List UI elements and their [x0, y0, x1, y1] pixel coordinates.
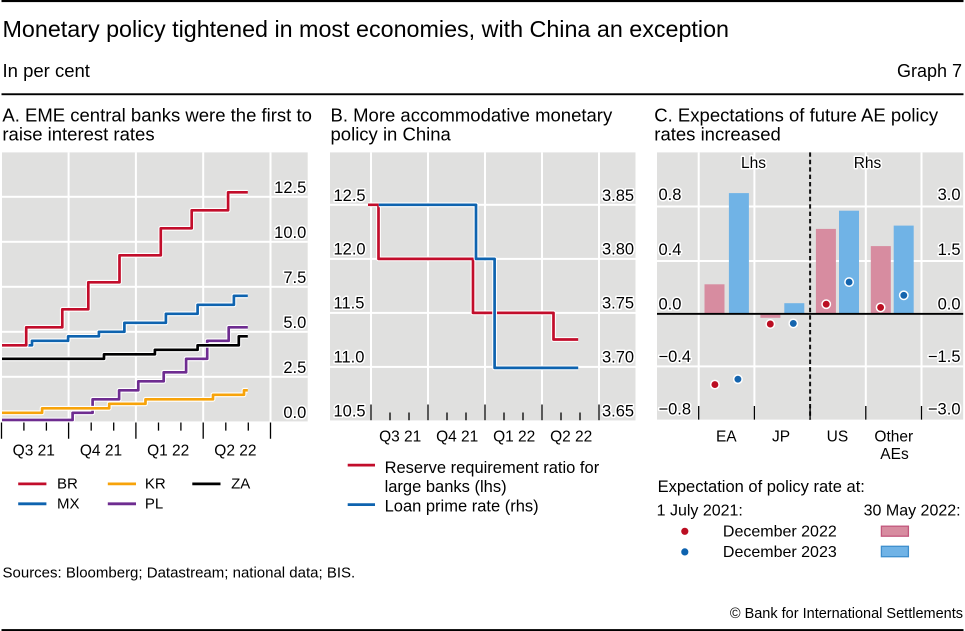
svg-text:30 May 2022:: 30 May 2022:: [864, 502, 961, 519]
svg-text:Sources: Bloomberg; Datastream: Sources: Bloomberg; Datastream; national…: [3, 565, 356, 582]
svg-text:December 2023: December 2023: [723, 544, 837, 561]
svg-text:December 2022: December 2022: [723, 524, 837, 541]
svg-text:10.5: 10.5: [334, 403, 366, 421]
svg-text:Expectation of policy rate at:: Expectation of policy rate at:: [658, 478, 865, 496]
svg-text:Q4 21: Q4 21: [80, 442, 122, 459]
svg-text:12.5: 12.5: [274, 179, 306, 197]
svg-text:0.0: 0.0: [938, 295, 961, 313]
svg-text:−0.8: −0.8: [659, 400, 692, 418]
svg-text:AEs: AEs: [880, 446, 909, 463]
svg-text:Q1 22: Q1 22: [147, 442, 189, 459]
svg-text:2.5: 2.5: [283, 359, 306, 377]
svg-text:Other: Other: [874, 429, 913, 446]
svg-text:US: US: [827, 429, 849, 446]
svg-text:0.0: 0.0: [659, 295, 682, 313]
svg-text:rates increased: rates increased: [654, 123, 780, 144]
svg-text:1 July 2021:: 1 July 2021:: [657, 502, 743, 519]
svg-text:BR: BR: [57, 476, 78, 493]
svg-text:10.0: 10.0: [274, 224, 306, 242]
svg-text:© Bank for International Settl: © Bank for International Settlements: [730, 606, 963, 622]
svg-text:Lhs: Lhs: [741, 155, 766, 172]
svg-text:−3.0: −3.0: [928, 400, 961, 418]
svg-text:Q3 21: Q3 21: [13, 442, 55, 459]
svg-text:Q4 21: Q4 21: [436, 428, 478, 445]
svg-text:EA: EA: [716, 429, 737, 446]
svg-text:Loan prime rate (rhs): Loan prime rate (rhs): [385, 498, 539, 516]
svg-text:Rhs: Rhs: [854, 155, 882, 172]
svg-text:12.5: 12.5: [334, 187, 366, 205]
svg-text:PL: PL: [145, 496, 163, 513]
svg-text:0.0: 0.0: [283, 404, 306, 422]
svg-text:Q2 22: Q2 22: [550, 428, 592, 445]
svg-text:Q2 22: Q2 22: [214, 442, 256, 459]
svg-text:ZA: ZA: [231, 476, 250, 493]
svg-text:In per cent: In per cent: [3, 60, 90, 81]
svg-text:7.5: 7.5: [283, 269, 306, 287]
svg-text:3.65: 3.65: [602, 403, 634, 421]
svg-text:−1.5: −1.5: [928, 348, 961, 366]
svg-text:KR: KR: [145, 476, 166, 493]
svg-text:0.4: 0.4: [659, 241, 682, 259]
svg-text:JP: JP: [772, 429, 790, 446]
svg-text:1.5: 1.5: [938, 241, 961, 259]
svg-text:12.0: 12.0: [334, 241, 366, 259]
svg-text:11.5: 11.5: [334, 295, 365, 313]
svg-text:11.0: 11.0: [334, 349, 365, 367]
svg-text:B. More accommodative monetary: B. More accommodative monetary: [331, 105, 613, 126]
svg-text:3.70: 3.70: [602, 349, 634, 367]
svg-text:policy in China: policy in China: [331, 123, 452, 144]
svg-text:Q3 21: Q3 21: [379, 428, 421, 445]
svg-text:0.8: 0.8: [659, 186, 682, 204]
svg-text:3.75: 3.75: [602, 295, 634, 313]
svg-text:MX: MX: [57, 496, 80, 513]
svg-text:raise interest rates: raise interest rates: [2, 123, 154, 144]
svg-text:Reserve requirement ratio for: Reserve requirement ratio for: [385, 459, 600, 477]
svg-text:3.80: 3.80: [602, 241, 634, 259]
svg-text:Graph 7: Graph 7: [897, 61, 962, 81]
svg-text:Q1 22: Q1 22: [493, 428, 535, 445]
svg-text:Monetary policy tightened in m: Monetary policy tightened in most econom…: [3, 16, 729, 42]
svg-text:5.0: 5.0: [283, 314, 306, 332]
svg-text:C. Expectations of future AE p: C. Expectations of future AE policy: [654, 105, 939, 126]
svg-text:A. EME central banks were the: A. EME central banks were the first to: [2, 105, 312, 126]
svg-text:3.85: 3.85: [602, 187, 634, 205]
svg-text:3.0: 3.0: [938, 186, 961, 204]
svg-text:−0.4: −0.4: [659, 348, 692, 366]
svg-text:large banks (lhs): large banks (lhs): [385, 478, 507, 496]
